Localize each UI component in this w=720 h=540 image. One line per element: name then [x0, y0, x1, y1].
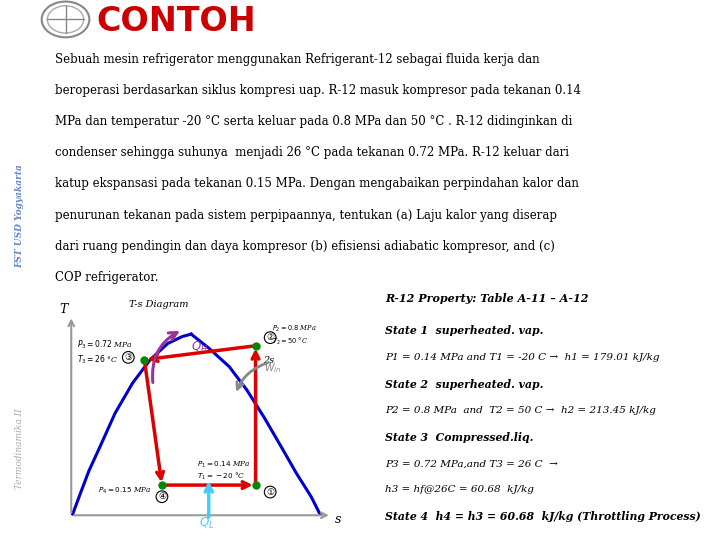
Text: ①: ①: [266, 488, 274, 497]
Text: P2 = 0.8 MPa  and  T2 = 50 C →  h2 = 213.45 kJ/kg: P2 = 0.8 MPa and T2 = 50 C → h2 = 213.45…: [384, 407, 656, 415]
Text: Sebuah mesin refrigerator menggunakan Refrigerant-12 sebagai fluida kerja dan: Sebuah mesin refrigerator menggunakan Re…: [55, 53, 539, 66]
Text: COP refrigerator.: COP refrigerator.: [55, 271, 158, 284]
Text: ④: ④: [158, 492, 166, 501]
Text: T: T: [60, 303, 68, 316]
Text: $P_1 = 0.14$ MPa
$T_1 = -20$ °C: $P_1 = 0.14$ MPa $T_1 = -20$ °C: [197, 460, 251, 482]
Text: State 1  superheated. vap.: State 1 superheated. vap.: [384, 325, 543, 336]
Text: State 2  superheated. vap.: State 2 superheated. vap.: [384, 379, 543, 389]
Text: CONTOH: CONTOH: [96, 5, 256, 38]
Text: $P_4 = 0.15$ MPa: $P_4 = 0.15$ MPa: [98, 486, 151, 496]
Text: R-12 Property: Table A-11 – A-12: R-12 Property: Table A-11 – A-12: [384, 294, 588, 305]
Text: State 3  Compressed.liq.: State 3 Compressed.liq.: [384, 432, 533, 443]
Text: P1 = 0.14 MPa and T1 = -20 C →  h1 = 179.01 kJ/kg: P1 = 0.14 MPa and T1 = -20 C → h1 = 179.…: [384, 353, 660, 362]
Text: condenser sehingga suhunya  menjadi 26 °C pada tekanan 0.72 MPa. R-12 keluar dar: condenser sehingga suhunya menjadi 26 °C…: [55, 146, 569, 159]
Text: $Q_H$: $Q_H$: [192, 340, 208, 354]
Text: Termodinamika II: Termodinamika II: [15, 408, 24, 489]
Text: ③: ③: [125, 353, 132, 362]
Text: penurunan tekanan pada sistem perpipaannya, tentukan (a) Laju kalor yang diserap: penurunan tekanan pada sistem perpipaann…: [55, 208, 557, 221]
Text: $Q_L$: $Q_L$: [199, 516, 214, 531]
Text: $W_{in}$: $W_{in}$: [264, 361, 282, 375]
Text: beroperasi berdasarkan siklus kompresi uap. R-12 masuk kompresor pada tekanan 0.: beroperasi berdasarkan siklus kompresi u…: [55, 84, 580, 97]
Text: T-s Diagram: T-s Diagram: [130, 300, 189, 309]
Text: dari ruang pendingin dan daya kompresor (b) efisiensi adiabatic kompresor, and (: dari ruang pendingin dan daya kompresor …: [55, 240, 554, 253]
Text: 2s: 2s: [263, 356, 274, 365]
Text: $P_2 = 0.8$ MPa
$T_2 = 50$ °C: $P_2 = 0.8$ MPa $T_2 = 50$ °C: [271, 323, 316, 347]
Text: $P_3 = 0.72$ MPa
$T_3 = 26$ °C: $P_3 = 0.72$ MPa $T_3 = 26$ °C: [77, 339, 132, 366]
Text: FST USD Yogyakarta: FST USD Yogyakarta: [15, 164, 24, 268]
Text: State 4  h4 = h3 = 60.68  kJ/kg (Throttling Process): State 4 h4 = h3 = 60.68 kJ/kg (Throttlin…: [384, 511, 701, 522]
Text: P3 = 0.72 MPa,and T3 = 26 C  →: P3 = 0.72 MPa,and T3 = 26 C →: [384, 460, 558, 469]
Text: MPa dan temperatur -20 °C serta keluar pada 0.8 MPa dan 50 °C . R-12 didinginkan: MPa dan temperatur -20 °C serta keluar p…: [55, 115, 572, 128]
Text: katup ekspansasi pada tekanan 0.15 MPa. Dengan mengabaikan perpindahan kalor dan: katup ekspansasi pada tekanan 0.15 MPa. …: [55, 178, 578, 191]
Text: s: s: [335, 514, 341, 526]
Text: ②: ②: [266, 333, 274, 342]
Text: h3 = hf@26C = 60.68  kJ/kg: h3 = hf@26C = 60.68 kJ/kg: [384, 485, 534, 495]
